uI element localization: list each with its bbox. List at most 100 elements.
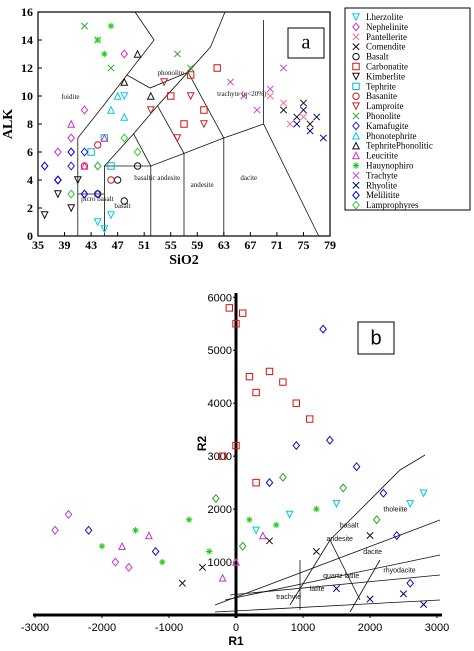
x-tick-label: 47	[112, 238, 124, 252]
marker	[218, 573, 227, 582]
marker	[319, 324, 327, 334]
marker	[293, 113, 301, 121]
marker	[352, 462, 361, 472]
x-tick-label: 55	[165, 238, 177, 252]
marker	[178, 579, 186, 587]
marker	[87, 148, 95, 156]
marker	[199, 120, 208, 129]
x-tick-label: 43	[85, 238, 97, 252]
marker	[351, 102, 361, 111]
marker	[352, 171, 360, 179]
x-tick-label: 59	[191, 238, 203, 252]
y-axis-label: R2	[195, 436, 209, 452]
y-tick-label: 1000	[208, 557, 232, 569]
marker	[406, 578, 415, 588]
y-tick-label: 2000	[208, 504, 232, 516]
marker	[265, 367, 274, 376]
panel-label: a	[302, 32, 311, 54]
legend-box	[344, 7, 471, 211]
marker	[159, 558, 166, 566]
r1r2-boundaries	[214, 454, 441, 613]
y-tick-label: 6	[27, 145, 33, 159]
marker	[80, 189, 89, 199]
tas-boundaries	[77, 11, 320, 237]
marker	[94, 141, 102, 149]
marker	[186, 71, 195, 79]
marker	[419, 489, 428, 498]
marker	[146, 106, 155, 115]
marker	[118, 541, 127, 550]
marker	[98, 542, 106, 550]
marker	[67, 204, 76, 213]
marker	[180, 120, 188, 128]
annotation: dacite	[240, 174, 257, 182]
marker	[200, 106, 208, 114]
annotation: dacite	[363, 549, 382, 556]
legend-label: Melilitite	[366, 190, 400, 200]
marker	[67, 147, 76, 157]
panel-label-box	[287, 27, 325, 59]
marker	[352, 181, 360, 189]
marker	[252, 478, 260, 487]
annotation: phonolite	[157, 69, 183, 77]
marker	[185, 516, 193, 523]
x-tick-label: 67	[244, 238, 256, 252]
marker	[80, 105, 89, 115]
marker	[252, 388, 260, 397]
marker	[173, 50, 181, 58]
marker	[352, 121, 360, 131]
marker	[352, 200, 360, 210]
marker	[232, 320, 240, 328]
x-tick-label: 71	[271, 238, 283, 252]
marker	[332, 584, 341, 593]
annotation: rhyodacite	[383, 568, 415, 575]
legend-label: Basalt	[366, 52, 389, 62]
marker	[279, 378, 287, 386]
marker	[319, 134, 327, 142]
marker	[106, 211, 116, 220]
marker	[225, 304, 233, 312]
marker	[286, 120, 294, 128]
marker	[133, 49, 142, 58]
marker	[279, 472, 287, 482]
annotation: andesite	[191, 181, 214, 189]
y-tick-label: 16	[21, 5, 33, 19]
marker	[67, 119, 76, 128]
marker	[101, 50, 108, 58]
marker	[312, 547, 320, 556]
x-tick-label: 35	[32, 238, 44, 252]
legend-label: Lherzolite	[366, 12, 403, 22]
marker	[306, 120, 314, 128]
legend-label: Basanite	[366, 91, 397, 101]
marker	[120, 133, 129, 143]
marker	[279, 106, 288, 114]
marker	[306, 127, 314, 135]
marker	[80, 22, 89, 30]
marker	[84, 525, 93, 535]
marker	[53, 190, 62, 199]
annotation: picro basalt	[81, 195, 114, 203]
marker	[120, 112, 129, 121]
legend-label: Phonotephrite	[366, 131, 417, 141]
legend-label: Leucitite	[366, 151, 398, 161]
marker	[107, 22, 115, 30]
marker	[332, 500, 341, 509]
marker	[106, 105, 116, 114]
marker	[64, 509, 73, 519]
marker	[351, 72, 361, 81]
marker	[54, 175, 62, 185]
marker	[206, 548, 213, 555]
y-tick-label: 2	[27, 201, 33, 215]
marker	[133, 147, 142, 157]
legend-label: Kamafugite	[366, 121, 408, 131]
marker	[293, 120, 301, 128]
marker	[100, 133, 109, 142]
marker	[406, 500, 415, 509]
x-tick-label: 2000	[358, 622, 382, 634]
marker	[313, 113, 321, 121]
legend-label: Kimberlite	[366, 71, 405, 81]
marker	[352, 62, 360, 71]
marker	[120, 77, 129, 86]
marker	[160, 78, 169, 87]
marker	[51, 525, 59, 535]
